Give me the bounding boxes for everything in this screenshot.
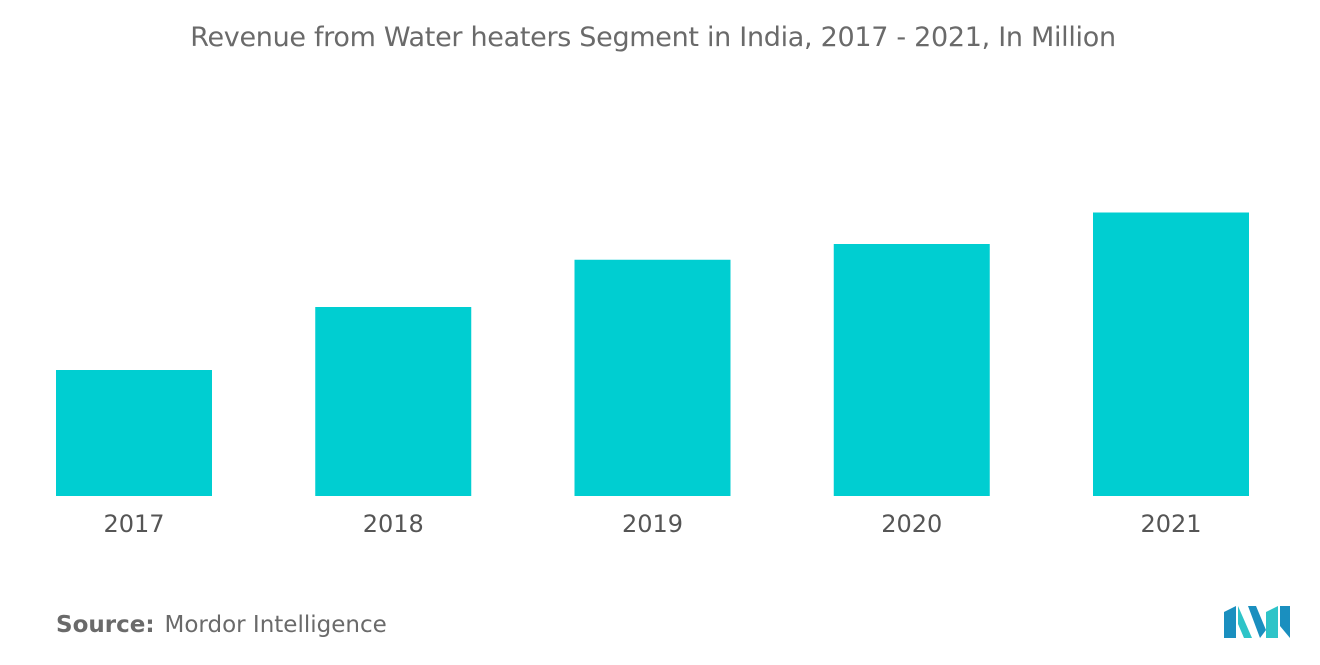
x-tick-label-2021: 2021 (1140, 510, 1201, 538)
source-note: Source: Mordor Intelligence (56, 612, 387, 638)
bars-group (56, 212, 1249, 496)
bar-2018 (315, 307, 472, 496)
x-tick-label-2018: 2018 (363, 510, 424, 538)
bar-2019 (574, 259, 731, 496)
mordor-intelligence-logo-icon (1224, 606, 1290, 638)
chart-title: Revenue from Water heaters Segment in In… (190, 22, 1116, 53)
bar-2020 (833, 244, 990, 496)
source-label: Source: (56, 612, 155, 638)
x-tick-label-2017: 2017 (103, 510, 164, 538)
x-tick-label-2019: 2019 (622, 510, 683, 538)
bar-2021 (1093, 212, 1249, 496)
bar-2017 (56, 370, 212, 496)
x-tick-labels: 2017 2018 2019 2020 2021 (103, 510, 1201, 538)
x-tick-label-2020: 2020 (881, 510, 942, 538)
source-value: Mordor Intelligence (164, 612, 387, 638)
